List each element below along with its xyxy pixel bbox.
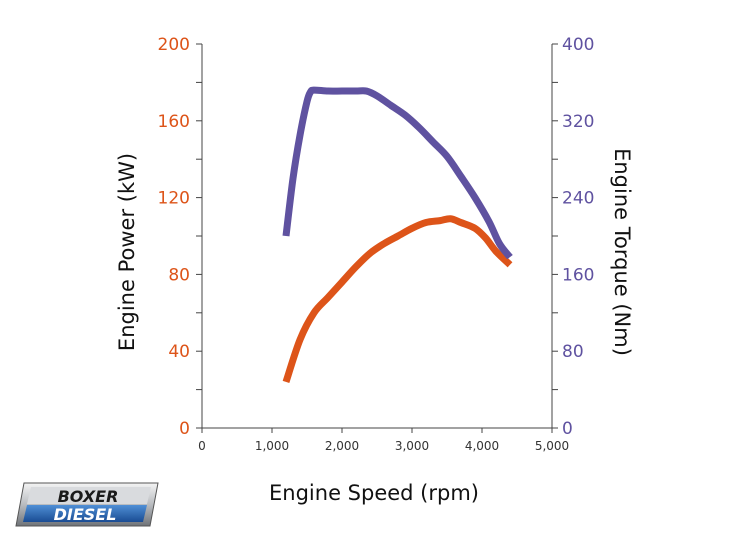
y-tick-label-left: 40 bbox=[168, 342, 190, 362]
y-tick-label-left: 0 bbox=[179, 419, 190, 439]
y-tick-label-left: 80 bbox=[168, 265, 190, 285]
y-axis-title-left: Engine Power (kW) bbox=[115, 153, 139, 351]
logo-bottom-band bbox=[23, 505, 147, 522]
axes bbox=[196, 43, 558, 433]
x-tick-label: 5,000 bbox=[535, 439, 569, 453]
y-tick-label-right: 240 bbox=[562, 189, 594, 209]
y-tick-label-right: 320 bbox=[562, 112, 594, 132]
x-tick-label: 0 bbox=[198, 439, 206, 453]
x-tick-label: 2,000 bbox=[325, 439, 359, 453]
x-tick-label: 4,000 bbox=[465, 439, 499, 453]
y-tick-label-left: 160 bbox=[158, 112, 190, 132]
logo-text-boxer: BOXER bbox=[58, 487, 119, 506]
y-tick-label-right: 80 bbox=[562, 342, 584, 362]
logo-top-band bbox=[27, 487, 151, 504]
y-tick-label-left: 200 bbox=[158, 35, 190, 55]
y-tick-label-right: 160 bbox=[562, 265, 594, 285]
y-tick-label-left: 120 bbox=[158, 189, 190, 209]
logo-text-diesel: DIESEL bbox=[54, 505, 117, 524]
power-series-line bbox=[282, 215, 513, 384]
torque-series-line bbox=[282, 86, 513, 260]
boxer-diesel-logo: BOXER DIESEL bbox=[15, 482, 159, 527]
x-tick-label: 3,000 bbox=[395, 439, 429, 453]
tick-labels: 0 40 80 120 160 200 0 80 160 240 320 400 0 1,000 2,000… bbox=[158, 35, 595, 453]
y-tick-label-right: 400 bbox=[562, 35, 594, 55]
y-axis-title-right: Engine Torque (Nm) bbox=[610, 148, 634, 356]
x-tick-label: 1,000 bbox=[255, 439, 289, 453]
y-tick-label-right: 0 bbox=[562, 419, 573, 439]
series-layer bbox=[282, 86, 513, 384]
x-axis-title: Engine Speed (rpm) bbox=[269, 481, 479, 505]
